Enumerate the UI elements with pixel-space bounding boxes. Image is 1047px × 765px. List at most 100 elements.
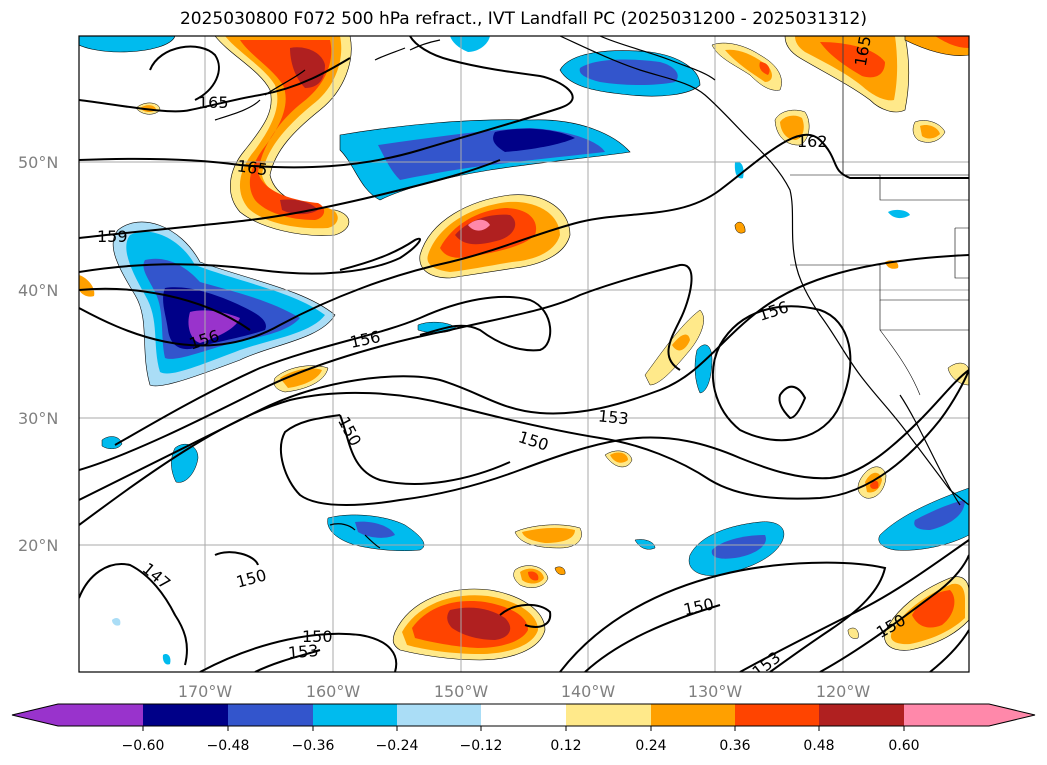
colorbar-tick-label: 0.24 bbox=[635, 738, 666, 754]
colorbar-tick-label: −0.48 bbox=[207, 738, 250, 754]
colorbar-extend-low bbox=[12, 704, 58, 726]
positive-anomaly-area bbox=[79, 275, 95, 297]
contour-line bbox=[499, 603, 552, 628]
colorbar-tick-label: −0.12 bbox=[460, 738, 503, 754]
positive-anomaly-area bbox=[455, 214, 516, 245]
contour-line bbox=[79, 287, 251, 331]
negative-anomaly-area bbox=[711, 535, 766, 559]
colorbar-outline bbox=[11, 703, 1036, 727]
contour-line bbox=[79, 263, 693, 471]
positive-anomaly-area bbox=[780, 115, 804, 140]
positive-anomaly-area bbox=[554, 566, 566, 575]
positive-anomaly-area bbox=[870, 480, 879, 489]
positive-anomaly-area bbox=[759, 62, 770, 75]
negative-anomaly-area bbox=[188, 310, 240, 343]
colorbar-segment bbox=[481, 704, 566, 726]
lon-tick-label: 120°W bbox=[816, 682, 871, 701]
colorbar-segment bbox=[651, 704, 735, 726]
lat-tick-label: 20°N bbox=[18, 536, 58, 555]
contour-line bbox=[199, 632, 398, 672]
negative-anomaly-area bbox=[634, 539, 656, 550]
lon-tick-label: 160°W bbox=[306, 682, 361, 701]
coastline bbox=[214, 36, 969, 549]
positive-anomaly-area bbox=[280, 368, 322, 388]
contour-line bbox=[819, 554, 969, 672]
colorbar-segment bbox=[566, 704, 651, 726]
contour-line bbox=[79, 133, 969, 347]
negative-anomaly-area bbox=[101, 436, 123, 449]
map-gridlines bbox=[79, 36, 969, 672]
colorbar-tick-label: 0.12 bbox=[550, 738, 581, 754]
colorbar-segment bbox=[313, 704, 397, 726]
colorbar-tick-label: 0.36 bbox=[719, 738, 750, 754]
lon-tick-label: 130°W bbox=[688, 682, 743, 701]
positive-anomaly-area bbox=[468, 219, 490, 231]
positive-anomaly-area bbox=[912, 590, 955, 628]
lon-tick-label: 170°W bbox=[178, 682, 233, 701]
colorbar-tick-label: 0.60 bbox=[888, 738, 919, 754]
negative-anomaly-area bbox=[888, 209, 910, 219]
negative-anomaly-area bbox=[914, 500, 965, 530]
contour-line bbox=[739, 539, 969, 672]
negative-anomaly-area bbox=[79, 36, 176, 53]
negative-anomaly-area bbox=[355, 521, 395, 538]
negative-anomaly-area bbox=[450, 36, 490, 52]
lon-tick-label: 140°W bbox=[561, 682, 616, 701]
figure-title: 2025030800 F072 500 hPa refract., IVT La… bbox=[179, 9, 867, 29]
contour-line bbox=[712, 305, 852, 442]
contour-line bbox=[79, 369, 969, 526]
positive-anomaly-area bbox=[935, 36, 969, 48]
contour-line bbox=[79, 159, 501, 239]
negative-anomaly-area bbox=[579, 59, 678, 85]
negative-anomaly-area bbox=[493, 128, 575, 152]
contour-label: 165 bbox=[236, 156, 269, 179]
contour-line bbox=[79, 237, 421, 275]
contour-label: 162 bbox=[797, 132, 828, 151]
positive-anomaly-area bbox=[290, 47, 325, 88]
contour-line bbox=[778, 385, 807, 420]
colorbar-tick-label: −0.36 bbox=[292, 738, 335, 754]
colorbar-segment bbox=[397, 704, 481, 726]
negative-anomaly-area bbox=[112, 617, 121, 626]
positive-anomaly-area bbox=[610, 452, 628, 463]
contour-line bbox=[79, 563, 188, 666]
contour-line bbox=[254, 649, 321, 672]
contour-label: 153 bbox=[597, 406, 629, 428]
colorbar-segment bbox=[228, 704, 313, 726]
positive-anomaly-area bbox=[847, 627, 859, 639]
positive-anomaly-area bbox=[725, 49, 772, 82]
contour-line bbox=[280, 369, 969, 506]
positive-anomaly-area bbox=[672, 334, 690, 351]
negative-anomaly-area bbox=[162, 654, 171, 665]
colorbar-segment bbox=[143, 704, 228, 726]
lat-tick-label: 30°N bbox=[18, 409, 58, 428]
contour-line bbox=[559, 561, 887, 672]
lon-tick-label: 150°W bbox=[434, 682, 489, 701]
lat-tick-label: 40°N bbox=[18, 281, 58, 300]
contour-line bbox=[339, 414, 511, 485]
colorbar-segment bbox=[904, 704, 989, 726]
colorbar: −0.60 −0.48 −0.36 −0.24 −0.12 0.12 0.24 … bbox=[11, 703, 1036, 754]
colorbar-tick-label: −0.24 bbox=[376, 738, 419, 754]
height-contours bbox=[79, 36, 969, 672]
shaded-anomaly-layer bbox=[79, 36, 969, 665]
positive-anomaly-area bbox=[820, 42, 885, 78]
contour-label: 165 bbox=[198, 93, 229, 112]
latitude-labels: 50°N 40°N 30°N 20°N bbox=[18, 153, 58, 555]
positive-anomaly-area bbox=[528, 571, 539, 581]
positive-anomaly-area bbox=[522, 527, 575, 543]
contour-line bbox=[114, 295, 552, 446]
colorbar-tick-label: 0.48 bbox=[803, 738, 834, 754]
colorbar-segment bbox=[819, 704, 904, 726]
positive-anomaly-area bbox=[734, 221, 746, 234]
contour-label: 150 bbox=[302, 627, 333, 646]
colorbar-tick-label: −0.60 bbox=[122, 738, 165, 754]
map-frame bbox=[78, 35, 970, 673]
positive-anomaly-area bbox=[920, 124, 940, 139]
colorbar-extend-high bbox=[989, 704, 1035, 726]
contour-label: 153 bbox=[287, 641, 319, 663]
contour-label: 159 bbox=[97, 227, 128, 246]
contour-line bbox=[149, 45, 220, 101]
longitude-labels: 170°W 160°W 150°W 140°W 130°W 120°W bbox=[178, 682, 871, 701]
